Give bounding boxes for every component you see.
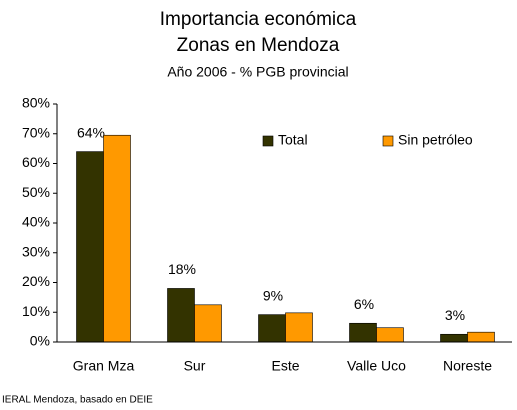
legend-swatch xyxy=(382,135,394,147)
bar xyxy=(440,333,468,343)
y-tick-label: 80% xyxy=(22,95,50,111)
y-tick-label: 20% xyxy=(22,273,50,289)
legend-label: Sin petróleo xyxy=(398,132,473,148)
legend-label: Total xyxy=(278,132,308,148)
x-tick-label: Gran Mza xyxy=(73,358,135,374)
y-tick-label: 70% xyxy=(22,124,50,140)
chart-title: Importancia económica xyxy=(160,9,357,30)
y-tick-label: 60% xyxy=(22,154,50,170)
bar xyxy=(349,322,377,343)
data-label: 64% xyxy=(77,124,105,140)
bar xyxy=(103,134,131,343)
x-tick-label: Este xyxy=(271,358,299,374)
data-label: 6% xyxy=(354,296,374,312)
legend-swatch xyxy=(262,135,274,147)
bar xyxy=(194,304,222,343)
bar xyxy=(167,288,195,343)
y-tick-label: 10% xyxy=(22,303,50,319)
chart-subtitle: Año 2006 - % PGB provincial xyxy=(167,64,348,80)
chart-subtitle: Zonas en Mendoza xyxy=(177,35,340,56)
data-label: 18% xyxy=(168,261,196,277)
x-tick-label: Noreste xyxy=(443,358,492,374)
data-label: 9% xyxy=(263,287,283,303)
bar xyxy=(258,314,286,343)
x-tick-label: Valle Uco xyxy=(347,358,406,374)
source-note: IERAL Mendoza, basado en DEIE xyxy=(2,395,153,406)
y-tick-label: 40% xyxy=(22,214,50,230)
y-tick-label: 30% xyxy=(22,243,50,259)
bar xyxy=(376,327,404,343)
x-tick-label: Sur xyxy=(184,358,206,374)
y-tick-label: 0% xyxy=(30,333,50,349)
y-tick-label: 50% xyxy=(22,184,50,200)
bar xyxy=(76,151,104,343)
data-label: 3% xyxy=(445,307,465,323)
bar xyxy=(285,312,313,343)
bar xyxy=(467,331,495,343)
